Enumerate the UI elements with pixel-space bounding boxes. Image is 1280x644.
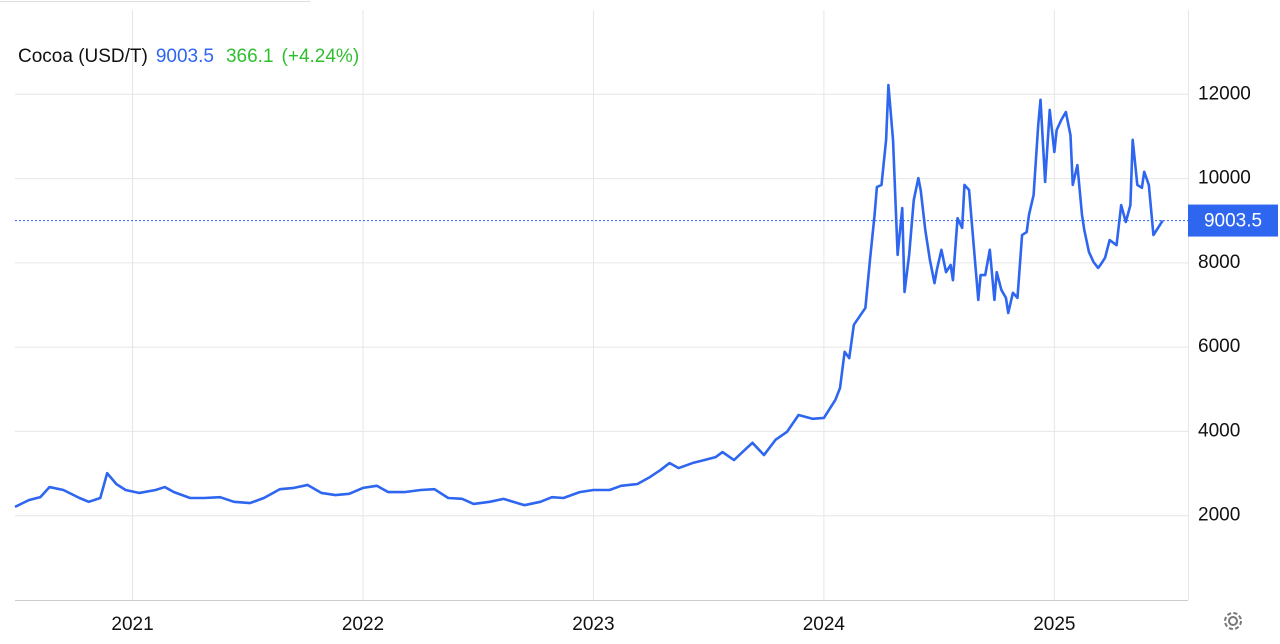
y-tick-label: 2000: [1198, 505, 1240, 526]
grid: [15, 10, 1188, 600]
change: 366.1: [226, 46, 274, 67]
settings-icon[interactable]: [1224, 612, 1242, 630]
change-percent: (+4.24%): [282, 46, 360, 67]
marks: [14, 83, 1188, 509]
chart-title: Cocoa (USD/T): [18, 46, 148, 67]
price-line: [14, 83, 1164, 509]
y-tick-label: 4000: [1198, 420, 1240, 441]
x-tick-label: 2025: [1033, 614, 1075, 635]
last-price-tag: [1188, 204, 1278, 237]
y-tick-label: 12000: [1198, 83, 1251, 104]
last-price: 9003.5: [156, 46, 214, 67]
y-tick-label: 6000: [1198, 336, 1240, 357]
x-tick-label: 2024: [803, 614, 846, 635]
last-price-label: 9003.5: [1204, 211, 1262, 232]
x-tick-label: 2022: [342, 614, 384, 635]
x-tick-label: 2023: [572, 614, 614, 635]
header: Cocoa (USD/T) 9003.5 366.1 (+4.24%): [18, 46, 359, 67]
x-tick-label: 2021: [111, 614, 153, 635]
y-tick-label: 10000: [1198, 168, 1251, 189]
y-tick-label: 8000: [1198, 252, 1240, 273]
